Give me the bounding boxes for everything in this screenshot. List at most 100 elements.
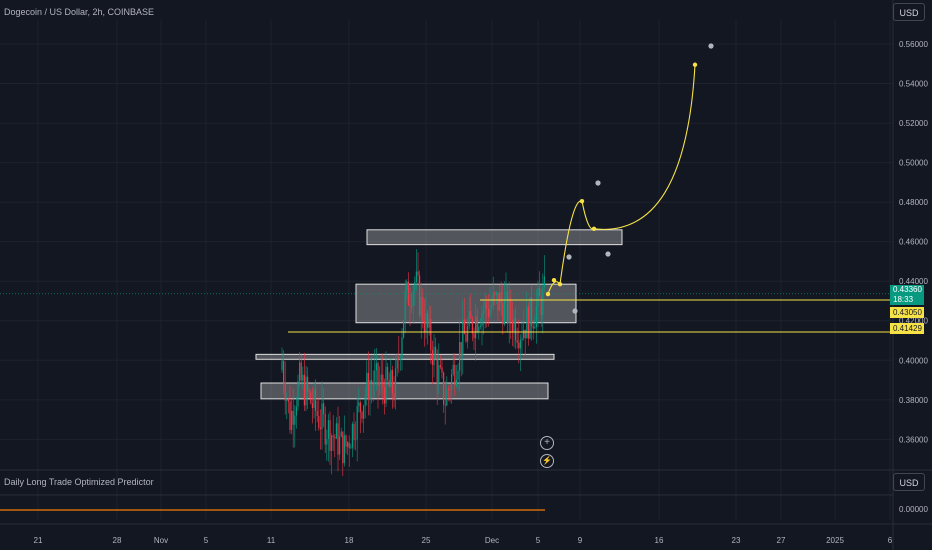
candle-body xyxy=(510,298,512,321)
candle-body xyxy=(476,316,478,332)
y-tick-label: 0.50000 xyxy=(899,159,928,168)
candle-body xyxy=(444,404,446,406)
candle-body xyxy=(303,374,305,406)
candle-body xyxy=(347,442,349,447)
candle-body xyxy=(532,326,534,329)
candle-body xyxy=(455,379,457,386)
bar-countdown: 18:33 xyxy=(893,295,914,304)
candle-body xyxy=(299,362,301,382)
candle-body xyxy=(446,389,448,406)
candle-body xyxy=(380,374,382,382)
candle-body xyxy=(465,333,467,342)
candle-body xyxy=(507,291,509,323)
marker-dot xyxy=(572,308,578,314)
candle-body xyxy=(307,376,309,391)
x-tick-label: 25 xyxy=(422,536,431,545)
candle-body xyxy=(503,299,505,325)
candle-body xyxy=(511,320,513,333)
candle-body xyxy=(411,305,413,307)
candle-body xyxy=(302,374,304,381)
y-tick-label: 0.42000 xyxy=(899,317,928,326)
x-tick-label: 9 xyxy=(578,536,583,545)
candle-body xyxy=(329,420,331,451)
candle-body xyxy=(348,442,350,449)
candle-body xyxy=(462,319,464,357)
candle-body xyxy=(324,414,326,445)
candle-body xyxy=(457,370,459,380)
candle-body xyxy=(283,360,285,383)
candle-body xyxy=(484,301,486,311)
indicator-currency-button[interactable]: USD xyxy=(893,473,925,491)
y-tick-label: 0.54000 xyxy=(899,80,928,89)
candle-body xyxy=(364,395,366,406)
marker-dot xyxy=(595,180,601,186)
candle-body xyxy=(318,415,320,428)
candle-body xyxy=(356,406,358,440)
candlestick-series xyxy=(281,248,545,476)
add-alert-icon[interactable]: + xyxy=(540,436,554,450)
projection-point xyxy=(692,62,698,67)
candle-body xyxy=(292,410,294,425)
candle-body xyxy=(487,308,489,317)
candle-body xyxy=(433,346,435,365)
candle-body xyxy=(316,411,318,416)
candle-body xyxy=(382,374,384,388)
line1-price-tag: 0.43050 xyxy=(890,307,924,318)
candle-body xyxy=(521,338,523,341)
candle-body xyxy=(441,367,443,373)
candle-body xyxy=(531,297,533,327)
y-tick-label: 0.40000 xyxy=(899,356,928,365)
candle-body xyxy=(319,427,321,430)
candle-body xyxy=(435,346,437,359)
candle-body xyxy=(523,329,525,339)
support-resistance-zones xyxy=(255,229,623,400)
candle-body xyxy=(393,393,395,401)
candle-body xyxy=(427,313,429,328)
candle-body xyxy=(321,403,323,430)
y-tick-label: 0.44000 xyxy=(899,277,928,286)
current-price-value: 0.43360 xyxy=(893,285,922,294)
candle-body xyxy=(315,389,317,412)
projection-curve xyxy=(547,64,696,295)
x-tick-label: 2025 xyxy=(826,536,844,545)
candle-body xyxy=(345,435,347,447)
currency-button[interactable]: USD xyxy=(893,3,925,21)
x-tick-label: 11 xyxy=(267,536,276,545)
projection-point xyxy=(551,278,557,283)
current-price-tag: 0.43360 18:33 xyxy=(890,285,924,305)
candle-body xyxy=(428,319,430,328)
candle-body xyxy=(358,402,360,407)
time-axis: 21 28 Nov 5 11 18 25 Dec 5 9 16 23 27 2025 6 xyxy=(34,536,893,545)
candle-body xyxy=(326,438,328,445)
x-tick-label: 18 xyxy=(345,536,354,545)
marker-dot xyxy=(566,254,572,260)
x-tick-label: 5 xyxy=(204,536,209,545)
candle-body xyxy=(508,298,510,323)
candle-body xyxy=(300,362,302,381)
lightning-icon[interactable]: ⚡ xyxy=(540,454,554,468)
x-tick-label: 16 xyxy=(655,536,664,545)
candle-body xyxy=(335,423,337,439)
candle-body xyxy=(387,366,389,381)
x-tick-label: 6 xyxy=(888,536,893,545)
candle-body xyxy=(470,310,472,319)
candle-body xyxy=(519,340,521,349)
candle-body xyxy=(516,340,518,343)
candle-body xyxy=(471,318,473,334)
candle-body xyxy=(369,380,371,400)
candle-body xyxy=(310,392,312,404)
candle-body xyxy=(524,329,526,339)
candle-body xyxy=(401,337,403,359)
projection-point xyxy=(591,226,597,232)
candle-body xyxy=(513,318,515,333)
candle-body xyxy=(415,271,417,282)
candle-body xyxy=(497,292,499,311)
candle-body xyxy=(527,307,529,339)
candle-body xyxy=(409,305,411,307)
candle-body xyxy=(295,406,297,416)
candle-body xyxy=(374,370,376,385)
candle-body xyxy=(431,350,433,365)
candle-body xyxy=(351,423,353,448)
price-axis: 0.56000 0.54000 0.52000 0.50000 0.48000 0.460… xyxy=(899,40,928,444)
